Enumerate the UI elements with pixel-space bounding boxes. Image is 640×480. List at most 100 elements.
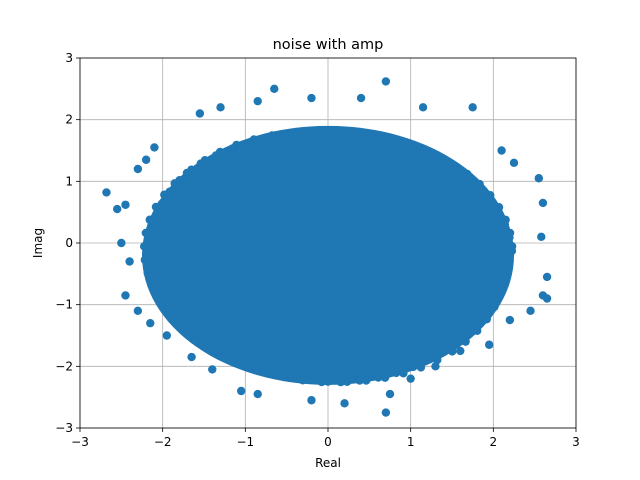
scatter-point: [395, 139, 404, 149]
scatter-point: [486, 191, 495, 200]
x-tick-label: 1: [407, 435, 415, 449]
scatter-point: [385, 389, 395, 399]
scatter-point: [416, 363, 426, 372]
scatter-point: [323, 377, 333, 386]
scatter-point: [158, 297, 167, 307]
scatter-point: [340, 399, 349, 408]
scatter-point: [275, 132, 284, 142]
scatter-point: [270, 84, 279, 94]
scatter-point: [411, 144, 421, 154]
scatter-point: [401, 361, 410, 371]
scatter-point: [146, 251, 155, 260]
y-tick-label: 0: [65, 236, 73, 250]
scatter-point: [452, 337, 461, 346]
scatter-point: [480, 304, 490, 313]
y-tick-label: 3: [65, 51, 73, 65]
scatter-point: [329, 371, 339, 381]
scatter-point: [449, 160, 458, 170]
scatter-point: [160, 190, 169, 199]
scatter-point: [146, 238, 155, 247]
scatter-point: [472, 315, 482, 325]
scatter-point: [380, 373, 390, 382]
scatter-point: [311, 372, 321, 381]
scatter-point: [485, 340, 494, 349]
scatter-point: [497, 146, 506, 155]
scatter-point: [262, 368, 271, 377]
scatter-point: [245, 362, 255, 371]
scatter-point: [408, 362, 418, 372]
scatter-point: [383, 366, 393, 375]
scatter-point: [538, 198, 548, 208]
scatter-point: [241, 142, 250, 152]
x-tick-label: 2: [490, 435, 498, 449]
scatter-point: [336, 377, 345, 387]
scatter-point: [125, 257, 134, 266]
scatter-point: [208, 365, 217, 374]
scatter-point: [186, 176, 196, 186]
scatter-point: [307, 396, 316, 405]
scatter-point: [362, 376, 371, 385]
scatter-point: [392, 368, 401, 378]
scatter-point: [286, 372, 296, 382]
scatter-point: [280, 372, 289, 382]
scatter-point: [475, 179, 484, 189]
y-tick-label: −1: [55, 298, 73, 312]
scatter-point: [497, 238, 506, 247]
scatter-point: [381, 77, 391, 86]
scatter-point: [165, 197, 174, 206]
x-tick-label: −3: [71, 435, 89, 449]
scatter-point: [182, 168, 192, 178]
scatter-point: [456, 346, 465, 356]
scatter-point: [199, 167, 208, 176]
scatter-point: [439, 346, 448, 356]
scatter-point: [293, 130, 302, 139]
y-axis-label: Imag: [31, 228, 45, 258]
scatter-point: [269, 368, 278, 377]
scatter-point: [418, 103, 428, 112]
scatter-point: [509, 158, 519, 168]
scatter-point: [147, 225, 157, 234]
scatter-point: [253, 96, 262, 106]
scatter-point: [145, 215, 154, 224]
y-axis: −3 −2 −1 0 1 2 3: [55, 51, 80, 435]
x-axis-label: Real: [315, 456, 341, 470]
scatter-point: [342, 377, 352, 387]
scatter-point: [299, 130, 308, 139]
scatter-point: [468, 103, 477, 112]
scatter-point: [427, 151, 437, 160]
scatter-point: [293, 371, 302, 380]
scatter-point: [175, 186, 184, 195]
scatter-point: [253, 389, 262, 399]
scatter-point: [542, 272, 552, 282]
scatter-point: [534, 174, 543, 183]
scatter-point: [463, 169, 472, 179]
scatter-point: [381, 408, 391, 417]
scatter-point: [406, 374, 415, 383]
scatter-point: [150, 143, 159, 152]
scatter-point: [442, 159, 452, 168]
scatter-point: [537, 232, 546, 242]
scatter-point: [463, 327, 472, 336]
scatter-point: [424, 355, 434, 364]
scatter-point: [151, 212, 161, 221]
scatter-point: [304, 375, 314, 385]
x-axis: −3 −2 −1 0 1 2 3: [71, 428, 580, 449]
scatter-point: [491, 280, 501, 289]
scatter-point: [298, 376, 307, 385]
scatter-point: [542, 294, 552, 303]
scatter-point: [102, 188, 111, 197]
scatter-point: [133, 164, 143, 174]
scatter-point: [141, 155, 151, 164]
scatter-point: [257, 137, 267, 146]
scatter-point: [505, 315, 515, 325]
scatter-point: [317, 129, 327, 139]
scatter-points: [102, 77, 552, 417]
scatter-point: [317, 377, 326, 387]
y-tick-label: −2: [55, 359, 73, 373]
scatter-point: [342, 129, 351, 139]
y-tick-label: −3: [55, 421, 73, 435]
scatter-point: [216, 103, 225, 112]
scatter-point: [507, 242, 517, 251]
scatter-point: [356, 93, 366, 103]
